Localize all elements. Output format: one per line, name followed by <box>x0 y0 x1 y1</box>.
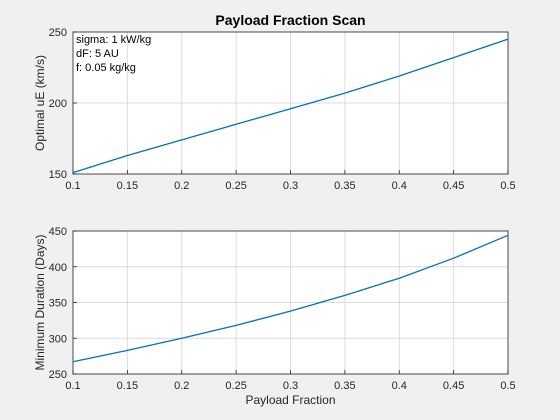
chart-1-x-tick-label: 0.35 <box>334 180 355 192</box>
chart-1-x-tick-label: 0.4 <box>392 180 407 192</box>
chart-2-y-tick-label: 350 <box>49 298 67 310</box>
chart-1-title: Payload Fraction Scan <box>215 12 365 28</box>
chart-2-x-tick-label: 0.15 <box>117 380 138 392</box>
chart-1-x-tick-label: 0.3 <box>283 180 298 192</box>
chart-1: 0.1 0.15 0.2 0.25 0.3 0.35 0.4 0.45 0.5 150 200 250… <box>33 12 516 192</box>
chart-2-x-tick-label: 0.5 <box>500 380 515 392</box>
chart-1-y-tick-label: 150 <box>49 169 67 181</box>
chart-2-x-tick-label: 0.2 <box>174 380 189 392</box>
chart-1-annotation: f: 0.05 kg/kg <box>76 62 136 74</box>
chart-2-x-tick-label: 0.25 <box>225 380 246 392</box>
chart-1-x-tick-label: 0.5 <box>500 180 515 192</box>
chart-1-series-line <box>72 38 509 174</box>
chart-2-y-axis-label: Minimum Duration (Days) <box>33 234 47 370</box>
chart-2: 0.1 0.15 0.2 0.25 0.3 0.35 0.4 0.45 0.5 250 300 350… <box>33 226 516 407</box>
chart-2-x-tick-label: 0.3 <box>283 380 298 392</box>
chart-2-x-tick-label: 0.1 <box>65 380 80 392</box>
chart-2-x-axis-label: Payload Fraction <box>245 393 335 407</box>
chart-1-annotation: dF: 5 AU <box>76 48 119 60</box>
chart-2-series-line <box>72 234 509 363</box>
chart-1-y-tick-label: 200 <box>49 98 67 110</box>
chart-2-y-tick-label: 450 <box>49 226 67 238</box>
chart-2-y-tick-label: 250 <box>49 369 67 381</box>
chart-2-x-tick-label: 0.45 <box>443 380 464 392</box>
chart-1-x-tick-label: 0.25 <box>225 180 246 192</box>
chart-2-y-tick-label: 300 <box>49 333 67 345</box>
chart-2-x-tick-label: 0.35 <box>334 380 355 392</box>
chart-1-y-tick-label: 250 <box>49 27 67 39</box>
chart-1-x-tick-label: 0.2 <box>174 180 189 192</box>
chart-1-x-tick-label: 0.1 <box>65 180 80 192</box>
chart-1-x-tick-label: 0.45 <box>443 180 464 192</box>
chart-2-y-tick-label: 400 <box>49 262 67 274</box>
chart-1-y-axis-label: Optimal uE (km/s) <box>33 55 47 151</box>
chart-2-x-tick-label: 0.4 <box>392 380 407 392</box>
chart-1-annotation: sigma: 1 kW/kg <box>76 34 151 46</box>
chart-1-x-tick-label: 0.15 <box>117 180 138 192</box>
